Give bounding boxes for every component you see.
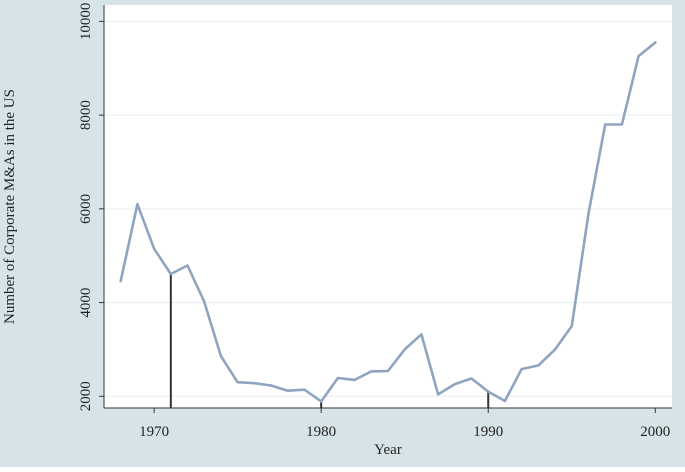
data-point — [654, 41, 657, 44]
data-point — [553, 348, 557, 351]
y-tick-label: 6000 — [78, 194, 94, 224]
y-tick-label: 10000 — [78, 3, 94, 41]
data-point — [136, 202, 139, 206]
data-point — [169, 272, 173, 276]
data-point — [303, 388, 306, 391]
data-point — [470, 377, 473, 380]
data-point — [119, 279, 122, 283]
axes: 2000 4000 6000 8000 10000 1970 1980 1990 2000 — [78, 3, 672, 440]
data-point — [386, 369, 390, 373]
data-point — [620, 123, 624, 126]
x-tick-label: 1970 — [139, 424, 169, 440]
x-tick-label: 2000 — [640, 424, 670, 440]
data-point — [520, 367, 523, 371]
data-point — [403, 348, 406, 351]
data-point — [152, 247, 156, 250]
y-axis-label: Number of Corporate M&As in the US — [2, 89, 18, 324]
data-point — [453, 382, 457, 386]
data-point — [286, 389, 289, 392]
plot-area — [104, 5, 672, 408]
labels: Year Number of Corporate M&As in the US — [2, 89, 402, 458]
data-point — [236, 381, 239, 384]
x-tick-label: 1990 — [473, 424, 503, 440]
data-point — [487, 390, 490, 393]
data-point — [420, 333, 423, 336]
data-point — [370, 370, 373, 373]
data-point — [186, 264, 189, 267]
x-tick-label: 1980 — [306, 424, 336, 440]
y-tick-label: 4000 — [78, 288, 94, 318]
gridlines — [104, 20, 672, 397]
data-point — [203, 300, 206, 303]
data-point — [353, 378, 356, 382]
series-layer — [119, 41, 657, 403]
data-point — [336, 376, 340, 380]
data-point — [537, 364, 540, 367]
data-point — [587, 212, 590, 215]
data-point — [570, 324, 573, 328]
x-axis-label: Year — [374, 442, 402, 458]
y-tick-label: 2000 — [78, 381, 94, 411]
data-point — [319, 400, 323, 403]
data-point — [637, 54, 640, 58]
data-point — [253, 381, 256, 385]
data-point — [269, 384, 273, 387]
data-point — [603, 123, 607, 126]
data-point — [436, 393, 440, 396]
data-point — [219, 354, 223, 358]
y-tick-label: 8000 — [78, 100, 94, 130]
data-point — [503, 399, 507, 403]
